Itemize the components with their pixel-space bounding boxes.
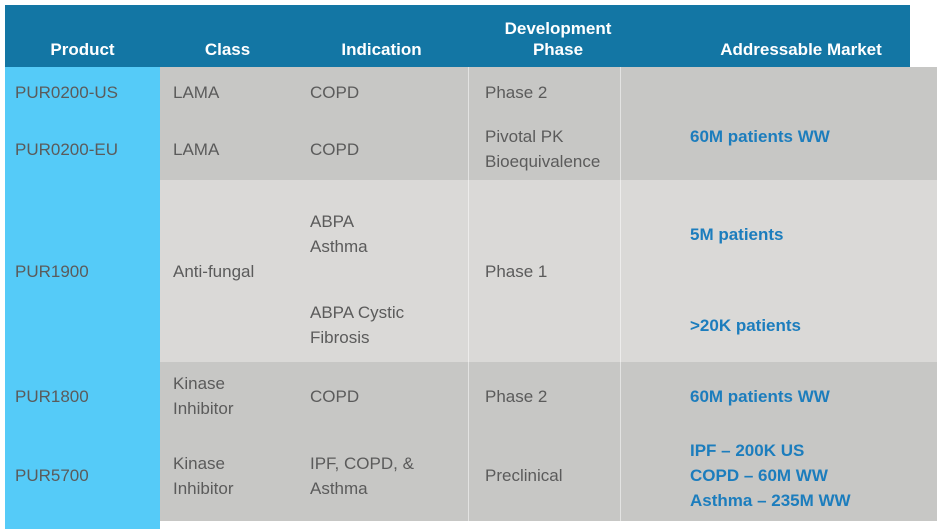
phase-cell-pur5700: Preclinical (485, 466, 563, 485)
column-header-product: Product (5, 5, 160, 67)
column-header-addressable-market-label: Addressable Market (720, 40, 882, 59)
column-header-indication-label: Indication (341, 40, 422, 59)
product-cell-pur1900: PUR1900 (15, 261, 89, 281)
indication-cell-abpa-asthma: ABPA Asthma (310, 212, 368, 256)
market-cell-pur1800: 60M patients WW (690, 386, 830, 406)
class-cell-row2: LAMA (173, 139, 220, 159)
indication-cell-abpa-cystic-fibrosis: ABPA Cystic Fibrosis (310, 303, 405, 347)
phase-cell-pur1900: Phase 1 (485, 261, 548, 281)
column-header-class: Class (160, 5, 295, 67)
column-header-development-phase-label: Development Phase (504, 19, 612, 59)
indication-cell-pur1800: COPD (310, 386, 360, 406)
indication-cell-pur5700: IPF, COPD, & Asthma (310, 453, 414, 498)
column-header-product-label: Product (50, 40, 115, 59)
class-cell-pur1800: Kinase Inhibitor (173, 374, 234, 418)
market-cell-pur5700: IPF – 200K US COPD – 60M WW Asthma – 235… (690, 441, 851, 510)
class-cell-pur5700: Kinase Inhibitor (173, 453, 234, 498)
market-column-divider (620, 67, 621, 521)
indication-cell-row1: COPD (310, 83, 360, 102)
phase-cell-pur1800: Phase 2 (485, 386, 548, 406)
table-header-row: Product Class Indication Development Pha… (5, 5, 910, 67)
row-group-pur1900-background (160, 180, 937, 362)
product-cell-pur0200-eu: PUR0200-EU (15, 139, 118, 159)
product-cell-pur1800: PUR1800 (15, 386, 89, 406)
row-group-pur0200-background (160, 67, 937, 180)
column-header-addressable-market: Addressable Market (620, 5, 910, 67)
market-cell-abpa-asthma: 5M patients (690, 224, 784, 244)
column-header-indication: Indication (295, 5, 468, 67)
phase-column-divider (468, 67, 469, 521)
column-header-development-phase: Development Phase (468, 5, 620, 67)
class-cell-pur1900: Anti-fungal (173, 261, 255, 281)
indication-cell-row2: COPD (310, 139, 360, 159)
table-body: PUR0200-US PUR0200-EU PUR1900 PUR1800 PU… (5, 67, 937, 521)
phase-cell-row1: Phase 2 (485, 83, 548, 102)
product-cell-pur5700: PUR5700 (15, 466, 89, 485)
class-cell-row1: LAMA (173, 83, 220, 102)
market-cell-abpa-cystic-fibrosis: >20K patients (690, 315, 802, 335)
row-group-pur1800-pur5700-background (160, 362, 937, 521)
column-header-class-label: Class (204, 40, 251, 59)
phase-cell-row2: Pivotal PK Bioequivalence (485, 127, 601, 171)
product-column-background (5, 67, 160, 529)
product-cell-pur0200-us: PUR0200-US (15, 83, 118, 102)
market-cell-pur0200: 60M patients WW (690, 126, 830, 146)
